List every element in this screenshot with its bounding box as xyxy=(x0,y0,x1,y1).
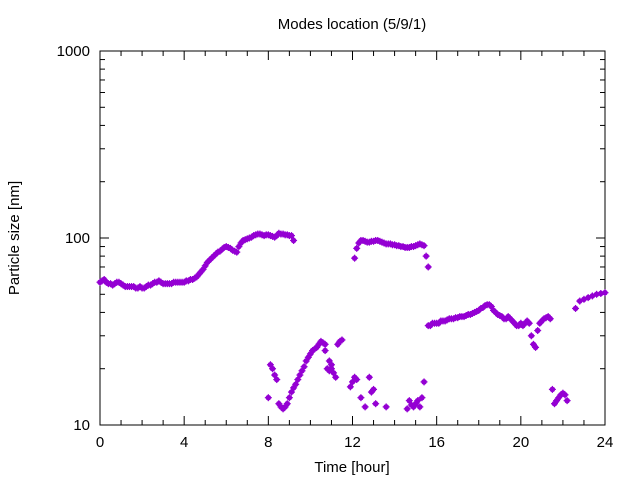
data-point xyxy=(601,289,609,297)
y-axis: 10 100 1000 xyxy=(57,43,605,434)
data-point xyxy=(271,371,279,379)
data-point xyxy=(349,378,356,386)
x-tick-label: 8 xyxy=(264,434,272,451)
data-point xyxy=(233,248,241,256)
data-point xyxy=(353,376,361,384)
x-tick-label: 24 xyxy=(597,434,614,451)
data-point xyxy=(525,319,533,327)
data-point xyxy=(370,385,378,393)
x-axis: 0 4 8 12 16 20 24 xyxy=(96,51,614,451)
data-point xyxy=(414,397,422,405)
data-point xyxy=(403,405,411,413)
y-tick-label: 10 xyxy=(73,417,90,434)
data-point xyxy=(321,347,329,355)
data-point xyxy=(321,340,329,348)
data-point xyxy=(330,369,338,377)
y-axis-title: Particle size [nm] xyxy=(6,181,23,295)
data-point xyxy=(264,394,272,402)
x-tick-label: 4 xyxy=(180,434,188,451)
data-point xyxy=(424,263,432,271)
data-point xyxy=(287,232,295,240)
data-point xyxy=(420,378,428,386)
data-point xyxy=(338,336,346,344)
data-point xyxy=(273,376,281,384)
data-point xyxy=(353,244,361,252)
data-point xyxy=(548,385,556,393)
x-tick-label: 16 xyxy=(428,434,445,451)
data-points xyxy=(96,229,609,413)
data-point xyxy=(269,365,277,373)
data-point xyxy=(420,242,428,250)
data-point xyxy=(351,254,359,262)
y-tick-label: 1000 xyxy=(57,43,90,60)
data-point xyxy=(357,394,365,402)
data-point xyxy=(296,371,304,379)
data-point xyxy=(561,391,569,399)
data-point xyxy=(534,327,542,335)
data-point xyxy=(300,363,308,371)
x-axis-title: Time [hour] xyxy=(314,459,389,476)
data-point xyxy=(563,397,571,405)
data-point xyxy=(327,365,335,373)
data-point xyxy=(292,380,300,388)
data-point xyxy=(527,332,535,340)
data-point xyxy=(416,403,424,411)
data-point xyxy=(332,373,340,381)
data-point xyxy=(532,343,540,351)
data-point xyxy=(361,403,369,411)
data-point xyxy=(422,252,430,260)
x-tick-label: 0 xyxy=(96,434,104,451)
data-point xyxy=(372,400,380,408)
plot-frame xyxy=(99,50,606,426)
data-point xyxy=(546,315,554,323)
data-point xyxy=(418,394,426,402)
data-point xyxy=(290,236,298,244)
data-point xyxy=(287,388,295,396)
chart-title: Modes location (5/9/1) xyxy=(278,16,426,33)
data-point xyxy=(285,394,293,402)
data-point xyxy=(365,373,373,381)
data-point xyxy=(283,400,291,408)
y-tick-label: 100 xyxy=(65,230,90,247)
data-point xyxy=(382,403,390,411)
x-tick-label: 20 xyxy=(512,434,529,451)
x-tick-label: 12 xyxy=(344,434,361,451)
data-point xyxy=(572,304,580,312)
data-point xyxy=(327,361,335,369)
data-point xyxy=(346,383,354,391)
data-point xyxy=(405,397,413,405)
data-point xyxy=(294,376,302,384)
